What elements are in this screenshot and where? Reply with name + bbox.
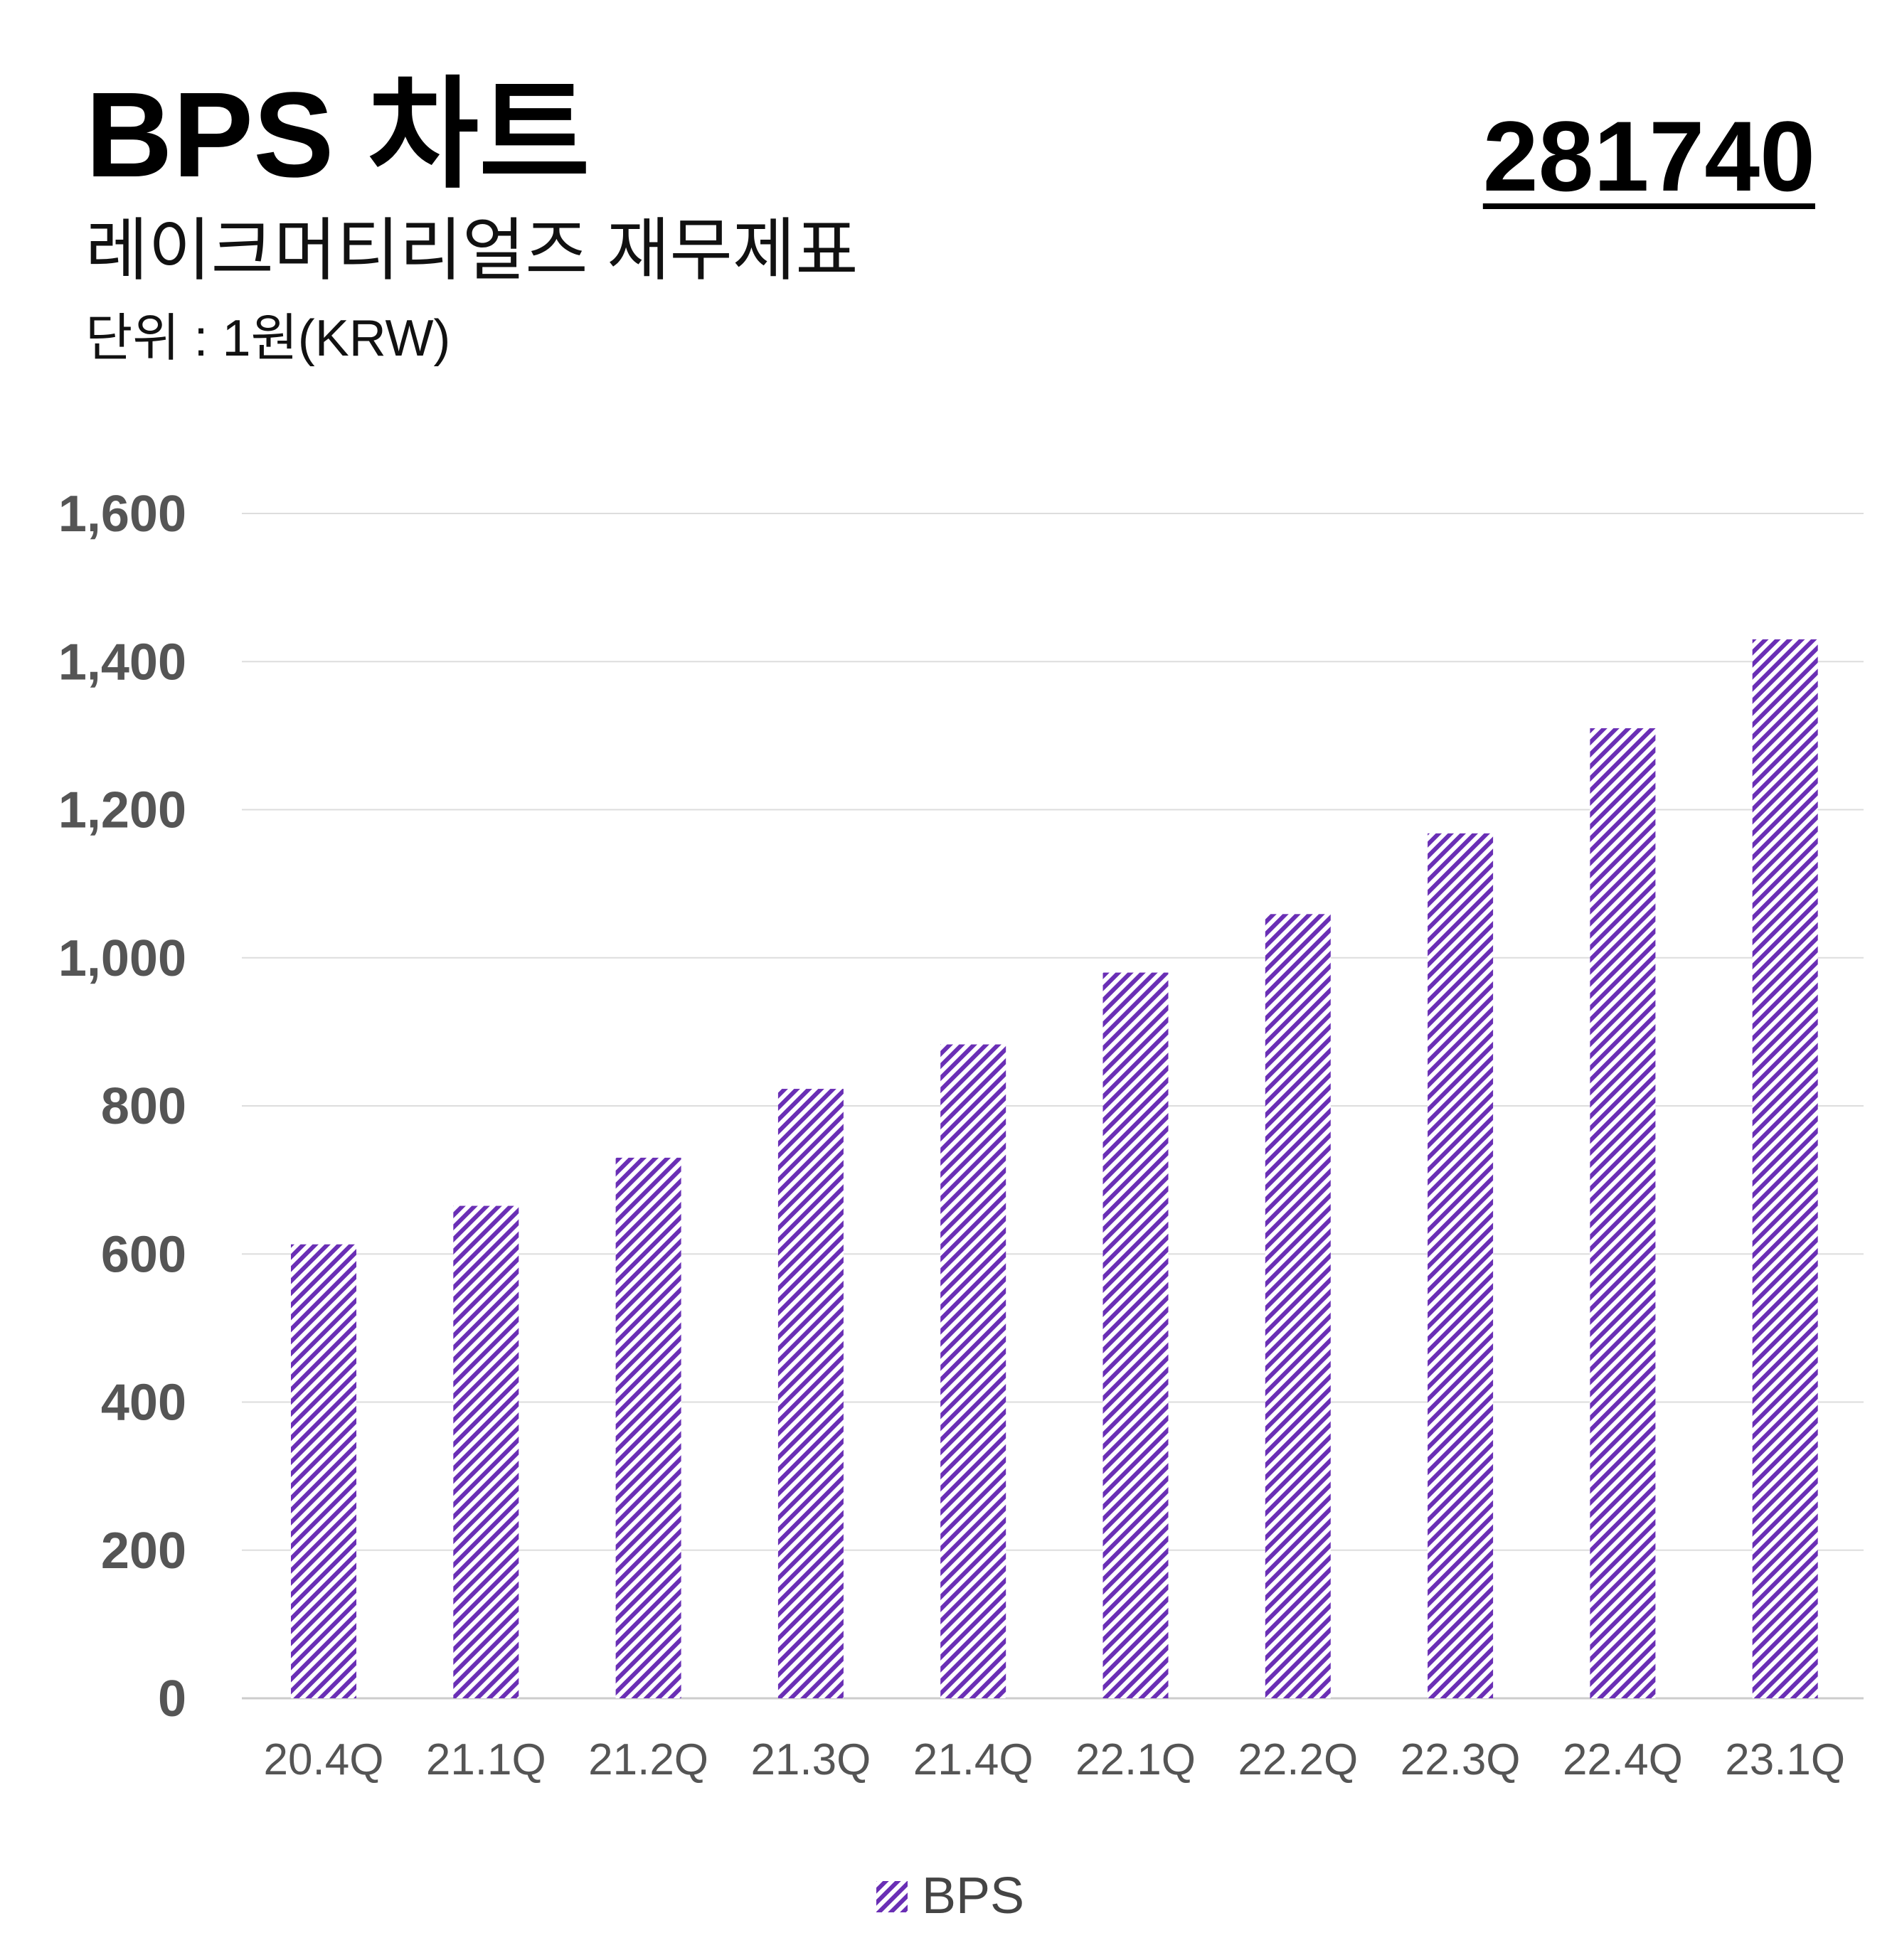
x-tick-label: 21.4Q (913, 1735, 1033, 1784)
y-tick-label: 0 (158, 1671, 186, 1727)
bar-21.2Q (615, 1157, 681, 1698)
legend: BPS (876, 1868, 1024, 1924)
x-tick-label: 22.1Q (1075, 1735, 1196, 1784)
bar-22.1Q (1102, 972, 1169, 1698)
y-tick-label: 1,400 (58, 634, 186, 691)
x-tick-label: 21.2Q (588, 1735, 708, 1784)
bar-21.4Q (940, 1044, 1006, 1698)
bar-20.4Q (291, 1244, 356, 1698)
legend-label: BPS (922, 1868, 1024, 1924)
chart-subtitle: 레이크머티리얼즈 재무제표 (85, 213, 859, 289)
bar-22.4Q (1590, 728, 1656, 1698)
x-tick-label: 20.4Q (264, 1735, 384, 1784)
stock-code: 281740 (1482, 100, 1815, 212)
x-tick-label: 23.1Q (1725, 1735, 1845, 1784)
x-axis-ticks: 20.4Q 21.1Q 21.2Q 21.3Q 21.4Q 22.1Q 22.2Q 22.3Q… (264, 1735, 1846, 1784)
legend-swatch (876, 1881, 908, 1912)
bar-23.1Q (1752, 639, 1818, 1699)
y-tick-label: 400 (101, 1375, 186, 1432)
y-tick-label: 1,000 (58, 930, 186, 987)
bar-21.1Q (453, 1205, 519, 1698)
x-tick-label: 22.4Q (1563, 1735, 1683, 1784)
chart-title: BPS 차트 (85, 68, 590, 203)
y-tick-label: 800 (101, 1078, 186, 1135)
x-tick-label: 22.2Q (1238, 1735, 1358, 1784)
x-tick-label: 21.3Q (750, 1735, 871, 1784)
x-tick-label: 22.3Q (1401, 1735, 1521, 1784)
unit-label: 단위 : 1원(KRW) (85, 310, 451, 367)
y-tick-label: 1,600 (58, 486, 186, 543)
y-tick-label: 1,200 (58, 782, 186, 839)
bar-22.3Q (1428, 833, 1494, 1698)
bar-22.2Q (1265, 914, 1331, 1698)
bar-21.3Q (777, 1089, 844, 1698)
y-tick-label: 600 (101, 1226, 186, 1283)
bars (291, 639, 1818, 1699)
y-axis-ticks: 0 200 400 600 800 1,000 1,200 1,400 1,600 (58, 486, 186, 1727)
y-tick-label: 200 (101, 1523, 186, 1580)
x-tick-label: 21.1Q (426, 1735, 546, 1784)
